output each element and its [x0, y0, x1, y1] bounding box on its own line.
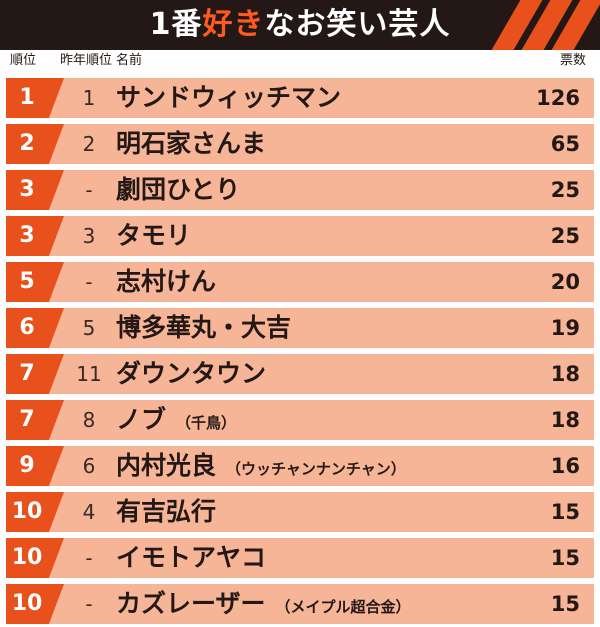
rank-number: 10 — [11, 545, 43, 570]
previous-rank: 11 — [76, 362, 102, 386]
name-note: （メイプル超合金） — [275, 598, 411, 616]
vote-count: 15 — [550, 546, 580, 570]
previous-rank: 3 — [82, 224, 96, 248]
table-row: 3 3 タモリ 25 — [6, 216, 594, 256]
comedian-name: 内村光良 （ウッチャンナンチャン） — [116, 446, 406, 486]
title-highlight: 好き — [202, 7, 265, 42]
header-name: 名前 — [116, 53, 143, 68]
comedian-name: 有吉弘行 — [116, 492, 216, 532]
name-text: 内村光良 — [116, 451, 217, 480]
vote-count: 25 — [550, 224, 580, 248]
rank-number: 1 — [19, 85, 35, 110]
table-row: 10 - イモトアヤコ 15 — [6, 538, 594, 578]
table-row: 9 6 内村光良 （ウッチャンナンチャン） 16 — [6, 446, 594, 486]
table-row: 6 5 博多華丸・大吉 19 — [6, 308, 594, 348]
title-prefix: 1番 — [149, 7, 203, 42]
rank-number: 10 — [11, 499, 43, 524]
title-bar: 1番好きなお笑い芸人 — [0, 0, 600, 50]
table-row: 10 - カズレーザー （メイプル超合金） 15 — [6, 584, 594, 624]
name-text: ダウンタウン — [116, 359, 267, 388]
table-row: 5 - 志村けん 20 — [6, 262, 594, 302]
previous-rank: 4 — [82, 500, 96, 524]
previous-rank: - — [85, 592, 93, 616]
name-text: 明石家さんま — [116, 129, 267, 158]
name-text: タモリ — [116, 221, 192, 250]
rank-number: 3 — [19, 177, 35, 202]
comedian-name: 劇団ひとり — [116, 170, 240, 210]
rank-number: 6 — [19, 315, 35, 340]
name-text: イモトアヤコ — [116, 543, 267, 572]
header-prev-rank: 昨年順位 — [60, 53, 113, 68]
rank-number: 10 — [11, 591, 43, 616]
comedian-name: 志村けん — [116, 262, 216, 302]
rank-number: 2 — [19, 131, 35, 156]
previous-rank: - — [85, 546, 93, 570]
table-row: 7 11 ダウンタウン 18 — [6, 354, 594, 394]
previous-rank: 8 — [82, 408, 96, 432]
vote-count: 65 — [550, 132, 580, 156]
vote-count: 20 — [550, 270, 580, 294]
name-text: 有吉弘行 — [116, 497, 217, 526]
name-text: 志村けん — [116, 267, 217, 296]
rank-number: 9 — [19, 453, 35, 478]
table-row: 10 4 有吉弘行 15 — [6, 492, 594, 532]
page-title: 1番好きなお笑い芸人 — [0, 0, 600, 50]
vote-count: 18 — [550, 362, 580, 386]
previous-rank: - — [85, 178, 93, 202]
name-text: カズレーザー — [116, 589, 266, 618]
rank-number: 7 — [19, 407, 35, 432]
name-text: 劇団ひとり — [116, 175, 241, 204]
vote-count: 126 — [536, 86, 580, 110]
comedian-name: イモトアヤコ — [116, 538, 266, 578]
comedian-name: タモリ — [116, 216, 191, 256]
rank-number: 7 — [19, 361, 35, 386]
name-note: （千鳥） — [176, 414, 237, 432]
vote-count: 18 — [550, 408, 580, 432]
header-rank: 順位 — [10, 53, 37, 68]
rank-number: 5 — [19, 269, 35, 294]
header-votes: 票数 — [559, 53, 586, 68]
previous-rank: 5 — [82, 316, 96, 340]
comedian-name: サンドウィッチマン — [116, 78, 341, 118]
vote-count: 16 — [550, 454, 580, 478]
vote-count: 19 — [550, 316, 580, 340]
table-row: 1 1 サンドウィッチマン 126 — [6, 78, 594, 118]
name-text: サンドウィッチマン — [116, 83, 342, 112]
comedian-name: ノブ （千鳥） — [116, 400, 236, 440]
rank-number: 3 — [19, 223, 35, 248]
comedian-name: 博多華丸・大吉 — [116, 308, 291, 348]
vote-count: 15 — [550, 592, 580, 616]
previous-rank: 1 — [82, 86, 96, 110]
table-row: 3 - 劇団ひとり 25 — [6, 170, 594, 210]
name-text: 博多華丸・大吉 — [116, 313, 292, 342]
name-note: （ウッチャンナンチャン） — [226, 460, 406, 478]
previous-rank: - — [85, 270, 93, 294]
name-text: ノブ — [116, 405, 167, 434]
previous-rank: 2 — [82, 132, 96, 156]
vote-count: 25 — [550, 178, 580, 202]
previous-rank: 6 — [82, 454, 96, 478]
table-row: 2 2 明石家さんま 65 — [6, 124, 594, 164]
vote-count: 15 — [550, 500, 580, 524]
table-row: 7 8 ノブ （千鳥） 18 — [6, 400, 594, 440]
comedian-name: ダウンタウン — [116, 354, 266, 394]
title-suffix: なお笑い芸人 — [264, 7, 451, 42]
comedian-name: 明石家さんま — [116, 124, 266, 164]
comedian-name: カズレーザー （メイプル超合金） — [116, 584, 411, 624]
